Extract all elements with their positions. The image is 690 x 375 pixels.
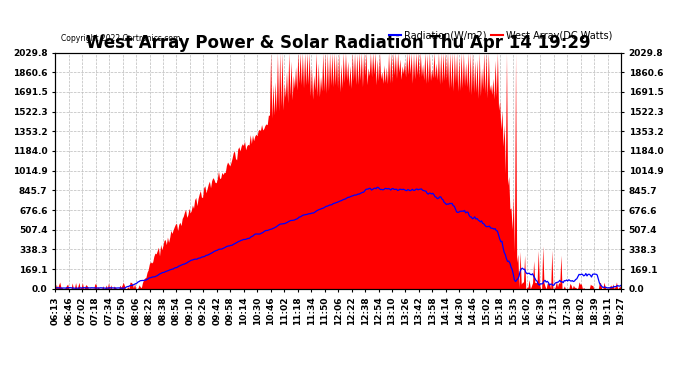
Legend: Radiation(W/m2), West Array(DC Watts): Radiation(W/m2), West Array(DC Watts) (386, 27, 616, 44)
Title: West Array Power & Solar Radiation Thu Apr 14 19:29: West Array Power & Solar Radiation Thu A… (86, 34, 591, 53)
Text: Copyright 2022 Cartronics.com: Copyright 2022 Cartronics.com (61, 34, 180, 43)
